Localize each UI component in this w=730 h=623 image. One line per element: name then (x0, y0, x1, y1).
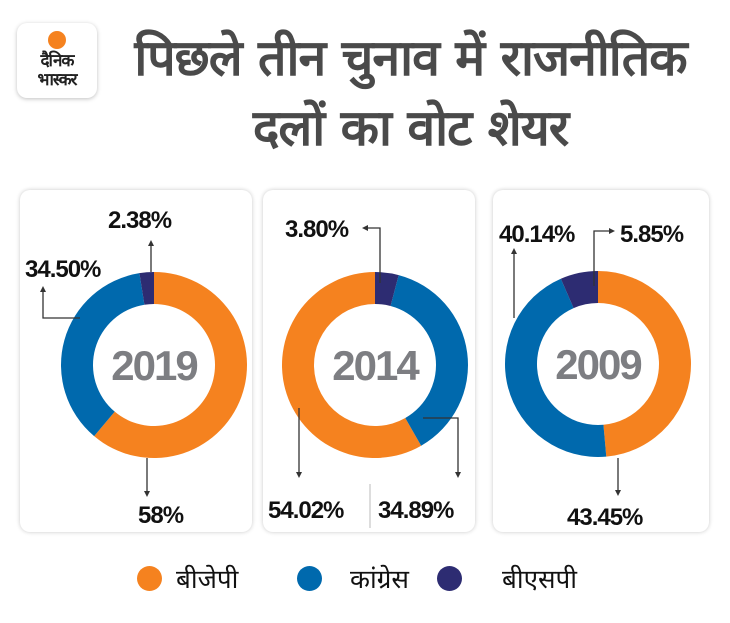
legend-item-bjp: बीजेपी (137, 560, 238, 596)
legend-label: बीएसपी (502, 565, 578, 595)
legend-item-congress: कांग्रेस (297, 560, 409, 596)
logo-text-line2: भास्कर (37, 70, 78, 90)
legend-item-bsp: बीएसपी (437, 560, 577, 596)
legend-label: बीजेपी (176, 565, 239, 595)
year-label: 2014 (332, 342, 420, 389)
leader-line (366, 227, 381, 283)
value-label-bjp: 54.02% (268, 497, 344, 524)
value-label-congress: 34.50% (25, 256, 101, 283)
slice-bjp-2009 (598, 271, 691, 457)
sun-icon (48, 31, 66, 49)
value-label-bjp: 58% (138, 502, 184, 529)
arrowhead-icon (615, 490, 621, 496)
arrowhead-icon (296, 472, 302, 478)
bjp-dot-icon (137, 565, 162, 591)
chart-card-2019 (20, 190, 252, 532)
value-label-bsp: 5.85% (620, 221, 684, 248)
slice-bjp-2019 (94, 272, 248, 458)
slice-bsp-2019 (139, 272, 154, 305)
page-title-line2: दलों का वोट शेयर (252, 99, 569, 157)
donut-chart-2014: 2014 54.02% 34.89% 3.80% (268, 216, 468, 528)
legend: बीजेपी कांग्रेस बीएसपी (0, 560, 730, 600)
arrowhead-icon (40, 286, 46, 292)
year-label: 2019 (111, 342, 197, 389)
slice-bjp-2014 (282, 272, 422, 458)
page-title-line1: पिछले तीन चुनाव में राजनीतिक (134, 29, 687, 87)
slice-congress-2009 (504, 278, 607, 458)
value-label-bsp: 3.80% (285, 216, 349, 243)
slice-congress-2019 (61, 273, 145, 437)
slice-bsp-2009 (560, 271, 598, 309)
bsp-dot-icon (437, 565, 462, 591)
slice-bsp-2014 (375, 272, 399, 307)
donut-chart-2019: 2019 58% 34.50% 2.38% (25, 207, 248, 529)
congress-dot-icon (297, 565, 322, 591)
arrowhead-icon (144, 491, 150, 497)
arrowhead-icon (362, 225, 368, 231)
leader-line (42, 290, 80, 319)
value-label-bjp: 43.45% (567, 504, 643, 531)
arrowhead-icon (455, 472, 461, 478)
year-label: 2009 (555, 341, 641, 388)
slice-congress-2014 (390, 275, 468, 446)
dainik-bhaskar-logo: दैनिक भास्कर (17, 23, 97, 98)
leader-line (593, 230, 611, 286)
leader-line (423, 417, 459, 474)
arrowhead-icon (609, 228, 615, 234)
value-label-congress: 40.14% (499, 221, 575, 248)
arrowhead-icon (148, 240, 154, 246)
value-label-congress: 34.89% (378, 497, 454, 524)
logo-text-line1: दैनिक (40, 51, 75, 71)
value-label-bsp: 2.38% (108, 207, 172, 234)
donut-chart-2009: 2009 43.45% 40.14% 5.85% (499, 221, 691, 531)
arrowhead-icon (511, 248, 517, 254)
legend-label: कांग्रेस (350, 565, 409, 595)
